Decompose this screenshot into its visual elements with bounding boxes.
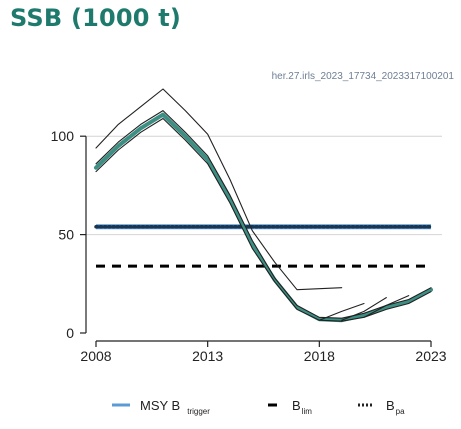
- x-tick-label-2008: 2008: [80, 348, 111, 364]
- series-line-retrospective-1: [96, 89, 342, 290]
- grid-layer: [86, 136, 442, 234]
- legend-sublabel-b-lim: lim: [302, 407, 313, 416]
- x-tick-label-2018: 2018: [304, 348, 335, 364]
- series-line-ssb-estimate: [96, 115, 431, 321]
- x-tick-label-2013: 2013: [192, 348, 223, 364]
- legend-sublabel-msy-b-trigger: trigger: [187, 407, 210, 416]
- legend-label-msy-b-trigger: MSY B: [140, 398, 180, 413]
- series-line-confidence-upper: [96, 111, 431, 319]
- axis-layer: 0 50 100 2008 2013 2018 2023: [51, 128, 447, 364]
- legend-sublabel-b-pa: pa: [396, 407, 405, 416]
- series-layer: [96, 89, 431, 321]
- chart-caption: her.27.irls_2023_17734_2023317100201: [272, 71, 455, 82]
- x-tick-label-2023: 2023: [415, 348, 446, 364]
- y-tick-label-0: 0: [66, 325, 74, 341]
- legend-label-b-pa: B: [386, 398, 395, 413]
- y-tick-label-50: 50: [58, 227, 74, 243]
- legend-label-b-lim: B: [292, 398, 301, 413]
- y-tick-label-100: 100: [51, 128, 75, 144]
- series-line-confidence-lower: [96, 119, 431, 322]
